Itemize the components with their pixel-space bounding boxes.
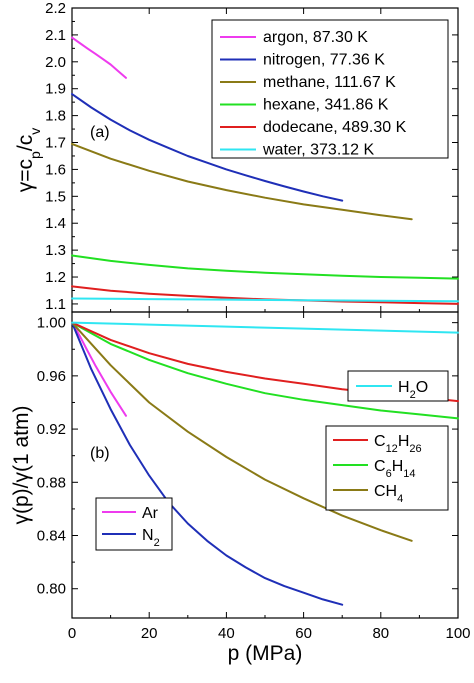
b-xtick-label: 40 bbox=[218, 625, 235, 642]
c6-main2: H bbox=[392, 458, 404, 475]
panel-b-ticks: 0.80 0.84 0.88 0.92 0.96 1.00 0 20 40 60 80 100 bbox=[37, 312, 471, 642]
b-ytick-label: 0.96 bbox=[37, 368, 66, 385]
legend-a-label-methane: methane, 111.67 K bbox=[263, 74, 396, 91]
legend-a-label-argon: argon, 87.30 K bbox=[263, 29, 368, 46]
a-ytick-label: 1.2 bbox=[45, 269, 66, 286]
legend-alkanes: C12H26 C6H14 CH4 bbox=[325, 425, 449, 511]
series-line-a-argon bbox=[71, 36, 127, 79]
b-ytick-label: 0.80 bbox=[37, 581, 66, 598]
legend-a-label-water: water, 373.12 K bbox=[262, 142, 375, 159]
c6-main: C bbox=[374, 458, 386, 475]
panel-a-legend-box bbox=[211, 19, 449, 159]
panel-a-ylabel: γ=cp/cv bbox=[14, 128, 43, 192]
ylabel-sub-p: p bbox=[27, 151, 43, 159]
series-line-a-nitrogen bbox=[71, 93, 344, 202]
b-xtick-label: 0 bbox=[68, 625, 76, 642]
a-ytick-label: 1.6 bbox=[45, 161, 66, 178]
panel-a: 1.1 1.2 1.3 1.4 1.5 1.6 1.7 1.8 1.9 2.0 2.1 2.2 (a)… bbox=[14, 0, 459, 313]
legend-a-label-dodecane: dodecane, 489.30 K bbox=[263, 119, 407, 136]
b-ytick-label: 0.92 bbox=[37, 421, 66, 438]
c6-sub2: 14 bbox=[403, 468, 415, 480]
series-line-b-hexane bbox=[71, 321, 459, 420]
series-line-b-nitrogen bbox=[71, 321, 344, 606]
c12-main2: H bbox=[398, 433, 410, 450]
legend-c6h14-label: C6H14 bbox=[374, 458, 416, 480]
a-ytick-label: 1.5 bbox=[45, 188, 66, 205]
a-ytick-label: 1.1 bbox=[45, 296, 66, 313]
panel-b-label: (b) bbox=[90, 445, 110, 462]
legend-ch4-label: CH4 bbox=[374, 483, 403, 505]
h2o-main: H bbox=[398, 379, 410, 396]
legend-n2-label: N2 bbox=[142, 527, 160, 549]
h2o-main2: O bbox=[416, 379, 428, 396]
ylabel-mid: /c bbox=[14, 135, 37, 151]
h2o-sub: 2 bbox=[410, 389, 416, 401]
a-ytick-label: 1.3 bbox=[45, 242, 66, 259]
ch4-main: CH bbox=[374, 483, 397, 500]
panel-b-ylabel: γ(p)/γ(1 atm) bbox=[10, 405, 33, 524]
panel-b-xlabel: p (MPa) bbox=[228, 642, 303, 665]
b-xtick-label: 20 bbox=[141, 625, 158, 642]
legend-c12h26-label: C12H26 bbox=[374, 433, 422, 455]
b-xtick-label: 60 bbox=[295, 625, 312, 642]
c12-sub: 12 bbox=[386, 443, 398, 455]
b-ytick-label: 0.84 bbox=[37, 528, 66, 545]
series-line-a-hexane bbox=[71, 254, 459, 280]
c6-sub: 6 bbox=[386, 468, 392, 480]
a-ytick-label: 2.2 bbox=[45, 0, 66, 17]
a-ytick-label: 1.4 bbox=[45, 215, 66, 232]
b-ytick-label: 0.88 bbox=[37, 474, 66, 491]
n2-sub: 2 bbox=[154, 537, 160, 549]
a-ytick-label: 1.9 bbox=[45, 81, 66, 98]
a-ytick-label: 1.8 bbox=[45, 108, 66, 125]
series-line-a-methane bbox=[71, 142, 413, 221]
series-line-b-argon bbox=[71, 321, 127, 417]
panel-a-ticks: 1.1 1.2 1.3 1.4 1.5 1.6 1.7 1.8 1.9 2.0 2.1 2.2 bbox=[45, 0, 459, 313]
b-ytick-label: 1.00 bbox=[37, 315, 66, 332]
panel-a-legend: argon, 87.30 K nitrogen, 77.36 K methane, … bbox=[211, 19, 449, 159]
panel-a-series bbox=[71, 36, 459, 305]
legend-a-label-nitrogen: nitrogen, 77.36 K bbox=[263, 52, 385, 69]
legend-light: Ar N2 bbox=[95, 497, 173, 551]
ylabel-main: γ=c bbox=[14, 159, 37, 192]
series-line-b-water bbox=[71, 321, 459, 334]
legend-light-box bbox=[95, 497, 173, 551]
b-xtick-label: 80 bbox=[372, 625, 389, 642]
n2-main: N bbox=[142, 527, 154, 544]
c12-sub2: 26 bbox=[409, 443, 421, 455]
a-ytick-label: 1.7 bbox=[45, 135, 66, 152]
series-line-a-water bbox=[71, 297, 459, 303]
ch4-sub: 4 bbox=[397, 493, 403, 505]
legend-water: H2O bbox=[347, 370, 449, 402]
a-ytick-label: 2.1 bbox=[45, 27, 66, 44]
panel-a-label: (a) bbox=[90, 124, 110, 141]
legend-ar-label: Ar bbox=[142, 505, 159, 522]
a-ytick-label: 2.0 bbox=[45, 54, 66, 71]
legend-a-label-hexane: hexane, 341.86 K bbox=[263, 97, 389, 114]
ylabel-sub-v: v bbox=[27, 128, 43, 135]
panel-b: 0.80 0.84 0.88 0.92 0.96 1.00 0 20 40 60 80 100 (b)… bbox=[10, 311, 471, 665]
c12-main: C bbox=[374, 433, 386, 450]
series-line-b-methane bbox=[71, 321, 413, 542]
b-xtick-label: 100 bbox=[445, 625, 470, 642]
legend-h2o-label: H2O bbox=[398, 379, 428, 401]
